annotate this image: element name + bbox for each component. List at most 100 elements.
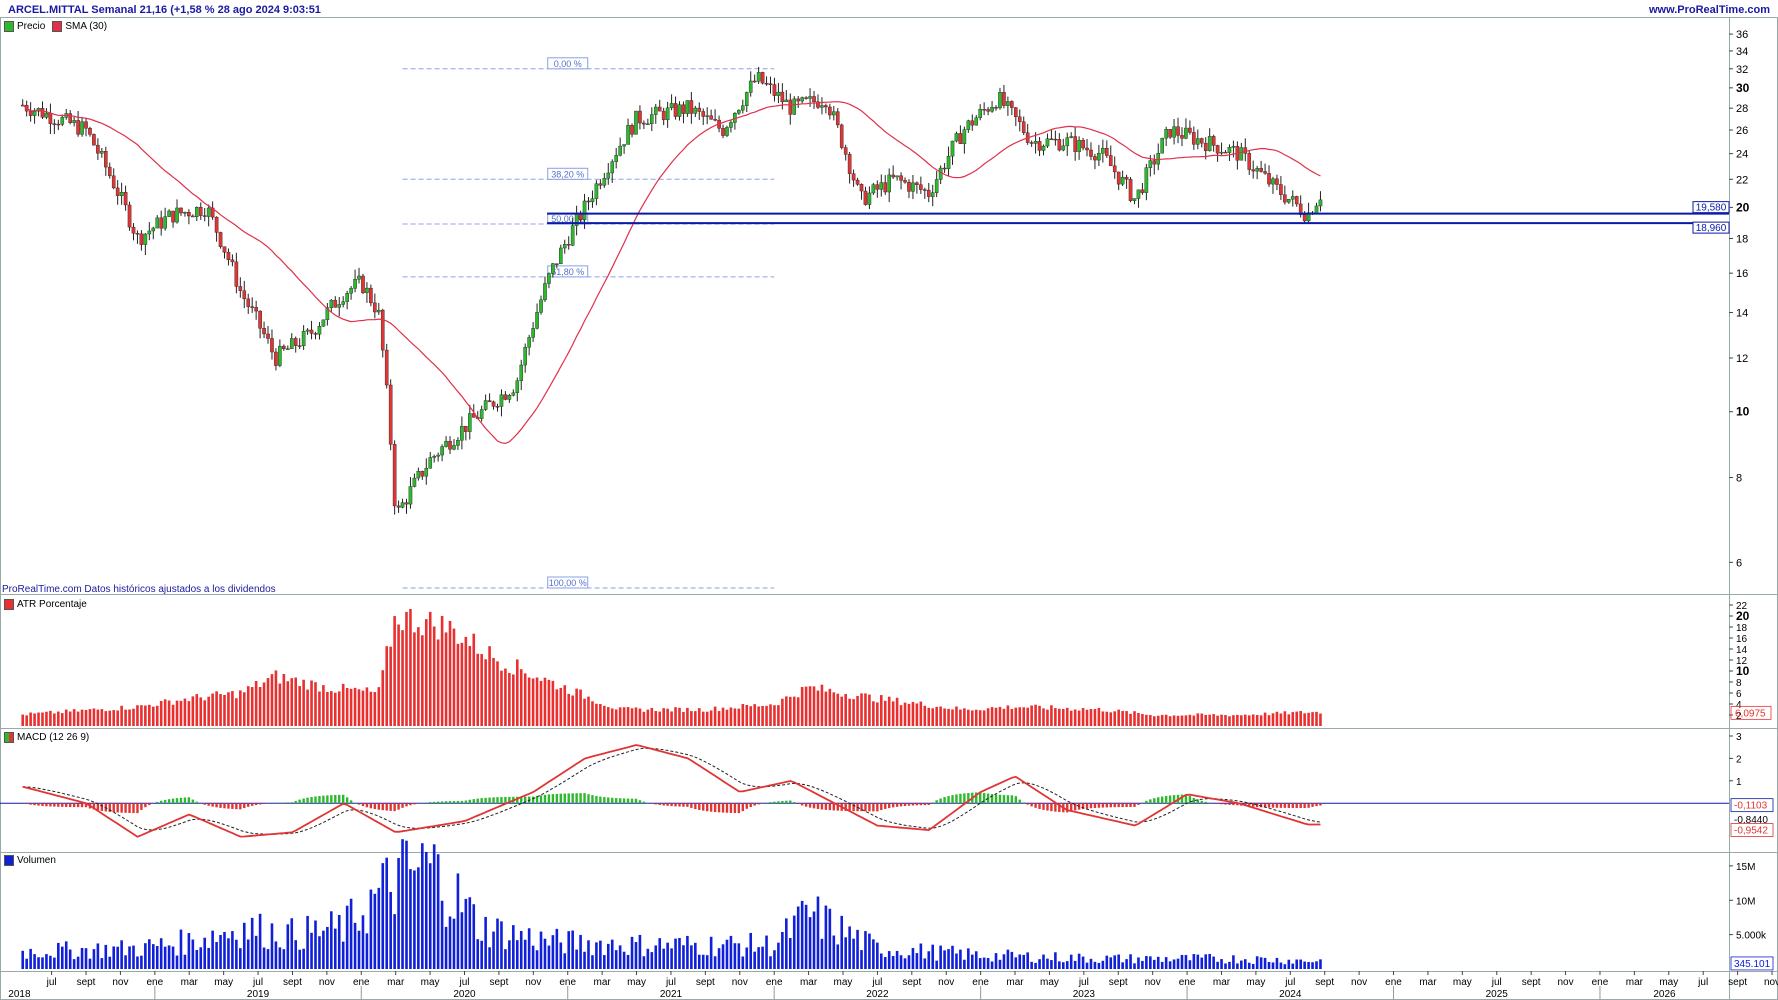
volume-bar bbox=[836, 944, 840, 969]
candle-body bbox=[1227, 147, 1232, 153]
candle-body bbox=[1017, 116, 1022, 122]
fib-label-2: 50,00 % bbox=[551, 214, 584, 224]
macd-hist-bar bbox=[389, 803, 392, 811]
macd-hist-bar bbox=[132, 803, 135, 814]
x-month-label: may bbox=[214, 977, 233, 988]
candle-body bbox=[234, 261, 239, 287]
atr-bar bbox=[1184, 715, 1188, 726]
candle-body bbox=[52, 123, 57, 125]
volume-bar bbox=[1065, 961, 1069, 969]
volume-bar bbox=[140, 955, 143, 969]
atr-bar bbox=[622, 707, 626, 726]
candle-body bbox=[879, 182, 884, 190]
candle-body bbox=[606, 172, 611, 179]
volume-bar bbox=[678, 937, 681, 969]
volume-bar bbox=[864, 931, 867, 969]
site-link[interactable]: www.ProRealTime.com bbox=[1648, 4, 1770, 16]
candle-body bbox=[1105, 148, 1109, 156]
macd-hist-bar bbox=[832, 803, 836, 811]
macd-hist-bar bbox=[733, 803, 737, 814]
macd-hist-bar bbox=[401, 803, 404, 808]
macd-hist-bar bbox=[361, 803, 365, 807]
atr-bar bbox=[294, 677, 298, 726]
volume-bar bbox=[417, 867, 420, 969]
macd-hist-bar bbox=[674, 803, 677, 807]
macd-hist-bar bbox=[931, 802, 934, 804]
candle-body bbox=[582, 200, 587, 220]
candle-body bbox=[812, 96, 816, 103]
level-label-1: 18,960 bbox=[1696, 223, 1727, 234]
candle-body bbox=[1275, 178, 1279, 185]
candle-body bbox=[871, 184, 876, 194]
atr-bar bbox=[508, 672, 511, 726]
atr-bar bbox=[1232, 715, 1235, 726]
volume-bar bbox=[413, 870, 416, 969]
macd-hist-bar bbox=[68, 803, 72, 808]
macd-hist-bar bbox=[322, 795, 325, 804]
macd-hist-bar bbox=[1069, 803, 1073, 812]
macd-hist-bar bbox=[1002, 794, 1006, 804]
atr-bar bbox=[994, 707, 998, 726]
candle-body bbox=[487, 400, 492, 403]
volume-bar bbox=[440, 900, 444, 969]
atr-bar bbox=[365, 687, 369, 726]
atr-bar bbox=[694, 711, 697, 726]
volume-bar bbox=[978, 958, 982, 969]
volume-bar bbox=[773, 950, 776, 969]
candle-body bbox=[163, 216, 167, 229]
volume-bar bbox=[84, 948, 88, 969]
atr-bar bbox=[452, 628, 456, 726]
volume-bar bbox=[1058, 961, 1061, 969]
x-month-label: sept bbox=[77, 977, 96, 988]
macd-hist-bar bbox=[721, 803, 725, 813]
atr-bar bbox=[1129, 713, 1132, 726]
macd-value-box-2 bbox=[1730, 823, 1774, 837]
atr-bar bbox=[626, 707, 630, 726]
macd-hist-bar bbox=[1248, 803, 1251, 807]
x-year-label: 2021 bbox=[660, 989, 683, 1000]
candle-body bbox=[934, 179, 939, 193]
x-year-label: 2023 bbox=[1073, 989, 1096, 1000]
candle-body bbox=[919, 184, 923, 190]
atr-bar bbox=[899, 705, 903, 726]
volume-bar bbox=[337, 914, 341, 969]
volume-bar bbox=[527, 928, 531, 969]
macd-hist-bar bbox=[994, 794, 998, 804]
macd-hist-bar bbox=[258, 803, 262, 805]
atr-bar bbox=[551, 680, 555, 726]
atr-bar bbox=[567, 693, 571, 726]
macd-hist-bar bbox=[377, 803, 380, 810]
volume-bar bbox=[852, 938, 855, 969]
volume-bar bbox=[970, 954, 974, 969]
candle-body bbox=[780, 91, 785, 103]
atr-bar bbox=[286, 681, 290, 726]
candle-body bbox=[614, 155, 618, 162]
candle-body bbox=[907, 181, 911, 192]
x-month-label: jul bbox=[1284, 977, 1295, 988]
candle-body bbox=[254, 307, 258, 312]
volume-bar bbox=[599, 940, 602, 969]
macd-hist-bar bbox=[1085, 803, 1089, 809]
atr-bar bbox=[401, 630, 404, 726]
atr-bar bbox=[915, 703, 919, 726]
x-month-label: jul bbox=[1491, 977, 1502, 988]
atr-bar bbox=[539, 680, 543, 726]
macd-hist-bar bbox=[369, 803, 373, 809]
atr-bar bbox=[1303, 713, 1306, 726]
candle-body bbox=[171, 210, 175, 223]
volume-bar bbox=[943, 950, 946, 969]
volume-bar bbox=[840, 915, 844, 969]
candle-body bbox=[772, 84, 777, 96]
macd-hist-bar bbox=[686, 803, 689, 807]
price-swatch bbox=[4, 21, 14, 32]
macd-hist-bar bbox=[1042, 803, 1045, 810]
volume-bar bbox=[1279, 962, 1283, 969]
macd-hist-bar bbox=[211, 803, 214, 807]
x-month-label: sept bbox=[1315, 977, 1334, 988]
macd-hist-bar bbox=[1054, 803, 1057, 812]
macd-hist-bar bbox=[781, 800, 784, 804]
sma-line bbox=[22, 101, 1321, 445]
candle-body bbox=[1065, 137, 1070, 147]
atr-bar bbox=[488, 646, 491, 726]
